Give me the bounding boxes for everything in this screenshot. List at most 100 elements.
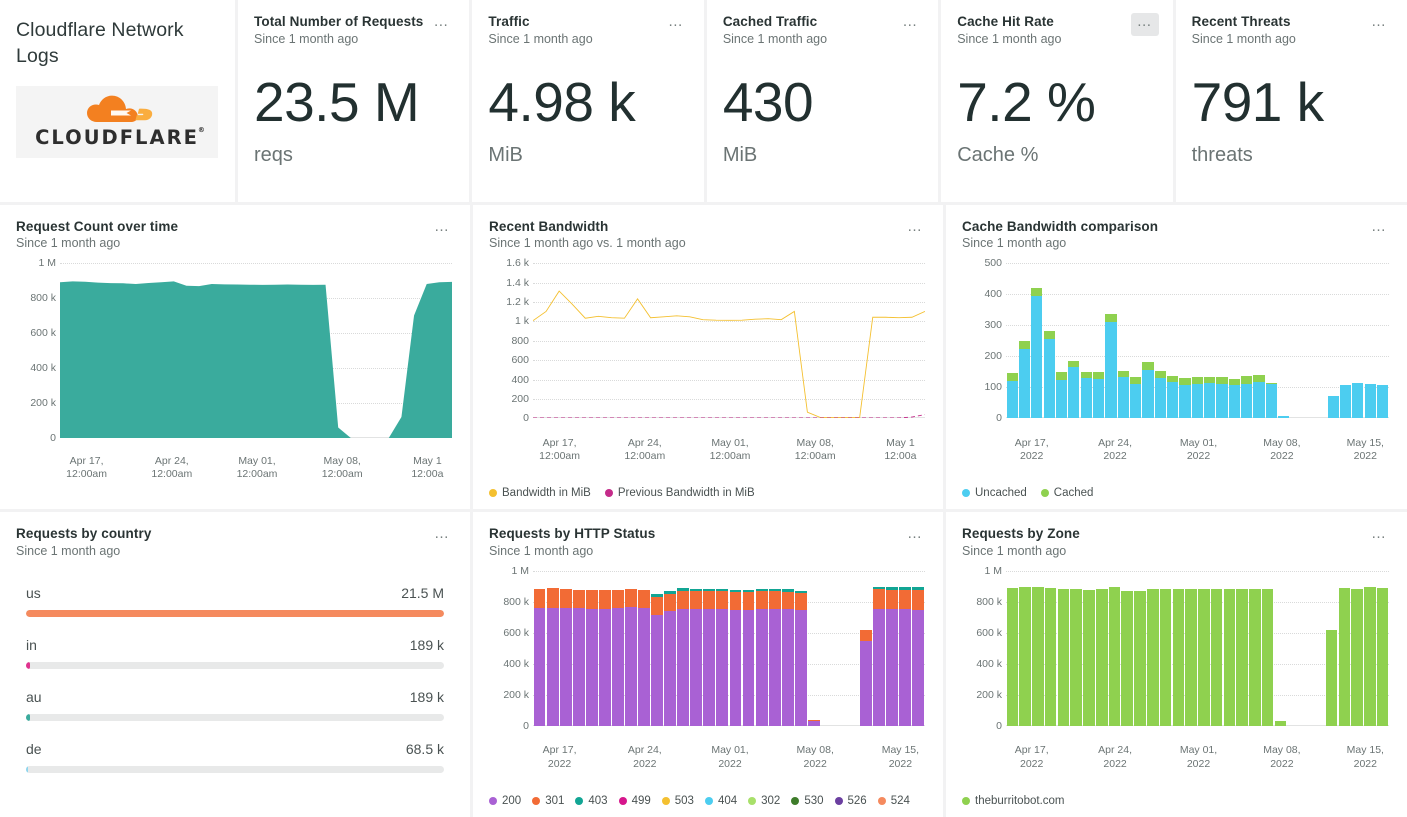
bar-column[interactable]	[1261, 571, 1274, 726]
bar-column[interactable]	[1146, 571, 1159, 726]
bar-column[interactable]	[1216, 263, 1228, 419]
legend-item[interactable]: 302	[748, 795, 780, 807]
bar-column[interactable]	[1121, 571, 1134, 726]
bar-column[interactable]	[1302, 263, 1314, 418]
bar-column[interactable]	[638, 571, 651, 726]
bar-column[interactable]	[1070, 571, 1083, 726]
panel-menu-button[interactable]: …	[1130, 13, 1159, 36]
bar-column[interactable]	[1117, 263, 1129, 419]
legend-item[interactable]: 503	[661, 795, 694, 807]
bar-column[interactable]	[1300, 571, 1313, 726]
bar-column[interactable]	[1080, 263, 1092, 419]
bar-column[interactable]	[742, 571, 755, 726]
bar-column[interactable]	[1241, 263, 1253, 419]
bar-column[interactable]	[1364, 263, 1376, 419]
bar-column[interactable]	[847, 571, 860, 726]
bar-column[interactable]	[820, 571, 833, 726]
bar-column[interactable]	[833, 571, 846, 726]
bar-column[interactable]	[1142, 263, 1154, 419]
list-item[interactable]: in 189 k	[26, 637, 444, 669]
panel-menu-button[interactable]: …	[1371, 525, 1387, 543]
bar-column[interactable]	[1166, 263, 1179, 419]
bar-column[interactable]	[1043, 263, 1055, 419]
bar-column[interactable]	[651, 571, 664, 726]
bar-column[interactable]	[677, 571, 690, 726]
bar-column[interactable]	[1338, 571, 1351, 726]
bar-column[interactable]	[1312, 571, 1325, 726]
bar-column[interactable]	[585, 571, 598, 726]
legend-item[interactable]: 526	[834, 795, 867, 807]
bar-column[interactable]	[1006, 263, 1018, 419]
bar-column[interactable]	[1044, 571, 1057, 726]
bar-column[interactable]	[690, 571, 703, 726]
bar-column[interactable]	[1315, 263, 1327, 418]
bar-column[interactable]	[1095, 571, 1108, 726]
bar-column[interactable]	[873, 571, 886, 726]
bar-column[interactable]	[1290, 263, 1302, 418]
legend-item[interactable]: 524	[877, 795, 910, 807]
bar-column[interactable]	[1191, 263, 1203, 419]
list-item[interactable]: us 21.5 M	[26, 585, 444, 617]
legend-item[interactable]: theburritobot.com	[962, 795, 1065, 807]
bar-column[interactable]	[1274, 571, 1287, 726]
bar-column[interactable]	[1134, 571, 1147, 726]
bar-column[interactable]	[624, 571, 637, 726]
bar-column[interactable]	[1031, 263, 1043, 419]
bar-column[interactable]	[1236, 571, 1249, 726]
list-item[interactable]: au 189 k	[26, 689, 444, 721]
panel-menu-button[interactable]: …	[434, 217, 450, 235]
legend-item[interactable]: Bandwidth in MiB	[489, 487, 591, 499]
bar-column[interactable]	[807, 571, 820, 726]
bar-column[interactable]	[1129, 263, 1142, 419]
bar-column[interactable]	[572, 571, 585, 726]
bar-column[interactable]	[860, 571, 873, 726]
bar-column[interactable]	[1057, 571, 1070, 726]
panel-menu-button[interactable]: …	[1371, 217, 1387, 235]
bar-column[interactable]	[1325, 571, 1338, 726]
bar-column[interactable]	[1019, 571, 1032, 726]
bar-column[interactable]	[1172, 571, 1185, 726]
bar-column[interactable]	[1032, 571, 1045, 726]
bar-column[interactable]	[1179, 263, 1191, 419]
bar-column[interactable]	[1265, 263, 1277, 419]
bar-column[interactable]	[1352, 263, 1364, 419]
legend-item[interactable]: 499	[618, 795, 651, 807]
bar-column[interactable]	[1083, 571, 1096, 726]
legend-item[interactable]: 200	[489, 795, 521, 807]
panel-menu-button[interactable]: …	[433, 13, 450, 30]
legend-item[interactable]: Uncached	[962, 487, 1027, 499]
bar-column[interactable]	[899, 571, 912, 726]
bar-column[interactable]	[729, 571, 742, 726]
legend-item[interactable]: 404	[704, 795, 737, 807]
legend-item[interactable]: Previous Bandwidth in MiB	[604, 487, 755, 499]
bar-column[interactable]	[886, 571, 899, 726]
bar-column[interactable]	[1376, 263, 1389, 419]
legend-item[interactable]: 301	[532, 795, 564, 807]
bar-column[interactable]	[781, 571, 794, 726]
bar-column[interactable]	[1197, 571, 1210, 726]
bar-column[interactable]	[1092, 263, 1105, 419]
bar-column[interactable]	[1228, 263, 1240, 419]
panel-menu-button[interactable]: …	[907, 525, 923, 543]
legend-item[interactable]: Cached	[1040, 487, 1093, 499]
bar-column[interactable]	[1327, 263, 1339, 419]
bar-column[interactable]	[1249, 571, 1262, 726]
bar-column[interactable]	[598, 571, 611, 726]
bar-column[interactable]	[1210, 571, 1223, 726]
bar-column[interactable]	[559, 571, 572, 726]
bar-column[interactable]	[1376, 571, 1389, 726]
bar-column[interactable]	[716, 571, 729, 726]
bar-column[interactable]	[1223, 571, 1236, 726]
bar-column[interactable]	[1204, 263, 1216, 419]
bar-column[interactable]	[1055, 263, 1068, 419]
panel-menu-button[interactable]: …	[907, 217, 923, 235]
bar-column[interactable]	[703, 571, 716, 726]
legend-item[interactable]: 403	[575, 795, 608, 807]
panel-menu-button[interactable]: …	[1371, 13, 1388, 30]
bar-column[interactable]	[1339, 263, 1352, 419]
bar-column[interactable]	[611, 571, 624, 726]
bar-column[interactable]	[755, 571, 768, 726]
list-item[interactable]: de 68.5 k	[26, 741, 444, 773]
panel-menu-button[interactable]: …	[434, 525, 450, 543]
bar-column[interactable]	[1154, 263, 1166, 419]
